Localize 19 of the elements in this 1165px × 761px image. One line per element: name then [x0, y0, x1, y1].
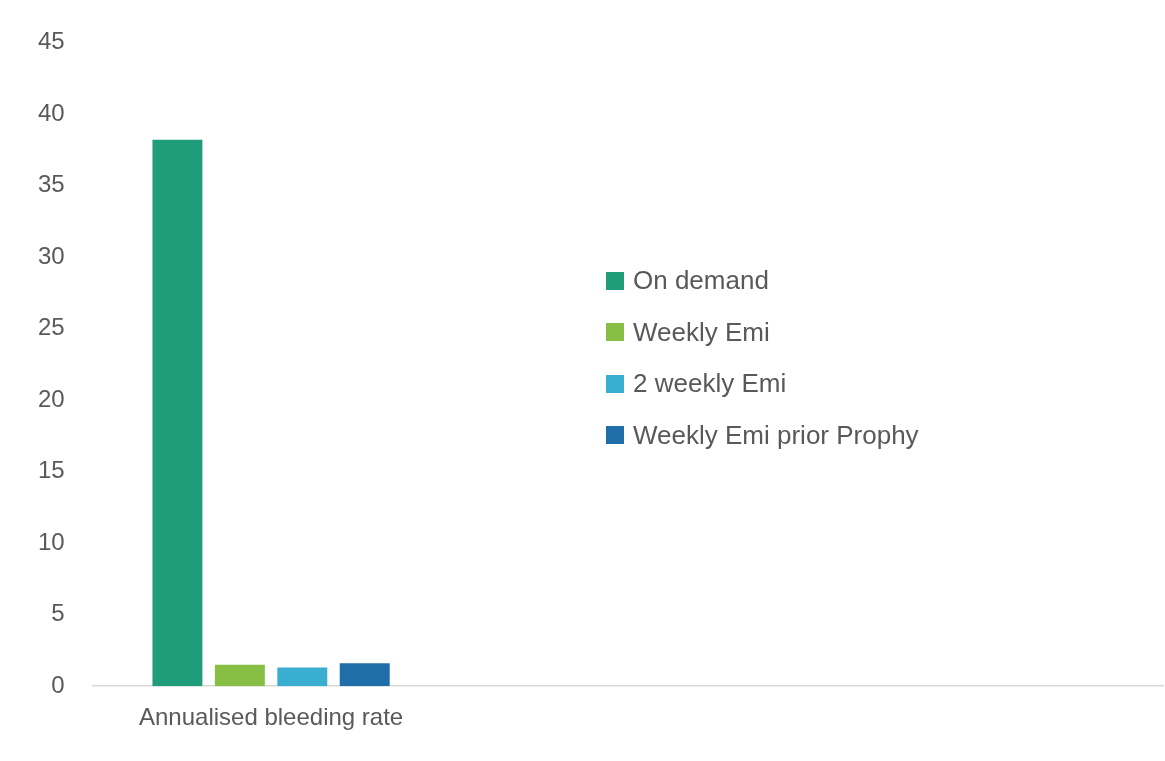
y-tick-label: 10 — [37, 527, 65, 555]
x-tick-label: Annualised bleeding rate — [138, 703, 404, 731]
y-tick-label: 40 — [37, 98, 65, 126]
y-tick-label: 0 — [51, 670, 65, 698]
y-tick-label: 5 — [51, 599, 65, 627]
legend-label: Weekly Emi prior Prophy — [633, 419, 919, 451]
legend-label: On demand — [633, 265, 769, 297]
y-tick-label: 15 — [37, 456, 65, 484]
y-tick-label: 35 — [37, 170, 65, 198]
y-tick-label: 20 — [37, 384, 65, 412]
legend-label: 2 weekly Emi — [633, 368, 787, 400]
bar — [152, 139, 203, 687]
y-tick-label: 30 — [37, 241, 65, 269]
legend-label: Weekly Emi — [633, 316, 770, 348]
y-tick-label: 25 — [37, 313, 65, 341]
bar — [277, 667, 328, 687]
bar — [214, 664, 265, 687]
y-tick-label: 45 — [37, 27, 65, 55]
bar — [339, 663, 390, 687]
